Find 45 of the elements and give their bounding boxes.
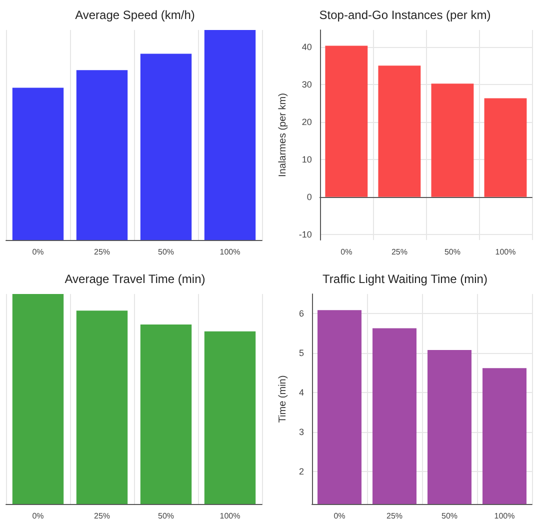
y-tick-label: 0 [306, 192, 312, 202]
bar [204, 30, 256, 240]
y-tick-label: 3 [298, 426, 304, 437]
y-tick-label: 5 [298, 348, 304, 358]
x-tick-label: 0% [32, 512, 44, 520]
y-axis-title: Inalarmes (per km) [278, 93, 288, 177]
x-tick-label: 50% [158, 248, 174, 256]
chart-title: Average Travel Time (min) [64, 272, 206, 286]
x-tick-label: 50% [441, 512, 458, 520]
y-tick-label: 4 [298, 388, 304, 398]
x-tick-label: 50% [158, 512, 174, 520]
x-tick-label: 0% [340, 248, 352, 256]
chart-title: Traffic Light Waiting Time (min) [322, 272, 488, 286]
chart-title: Stop-and-Go Instances (per km) [319, 8, 491, 22]
x-tick-label: 25% [386, 512, 403, 520]
y-tick-label: -10 [298, 229, 312, 240]
bar [140, 54, 192, 240]
x-tick-label: 100% [494, 512, 515, 520]
y-tick-label: 10 [302, 154, 312, 164]
y-tick-label: 30 [302, 79, 312, 90]
y-tick-label: 6 [298, 308, 304, 319]
bar [204, 331, 256, 504]
bar [431, 84, 474, 197]
x-tick-label: 50% [444, 248, 460, 256]
x-tick-label: 25% [94, 248, 110, 256]
bar [12, 88, 64, 240]
bar [12, 294, 64, 504]
y-tick-label: 40 [302, 42, 312, 52]
bar [378, 66, 421, 197]
x-tick-label: 0% [334, 512, 346, 520]
y-tick-label: 2 [298, 466, 304, 476]
x-tick-label: 25% [94, 512, 110, 520]
x-tick-label: 100% [220, 512, 240, 520]
x-tick-label: 100% [495, 248, 516, 256]
bar [484, 98, 527, 197]
bar [76, 310, 128, 504]
bar [140, 324, 192, 504]
bar [325, 46, 368, 197]
y-tick-label: 20 [302, 116, 312, 127]
y-axis-title: Time (min) [278, 375, 288, 423]
x-tick-label: 100% [220, 248, 240, 256]
x-tick-label: 25% [391, 248, 408, 256]
x-tick-label: 0% [32, 248, 44, 256]
bar [76, 70, 128, 240]
chart-title: Average Speed (km/h) [75, 8, 195, 22]
